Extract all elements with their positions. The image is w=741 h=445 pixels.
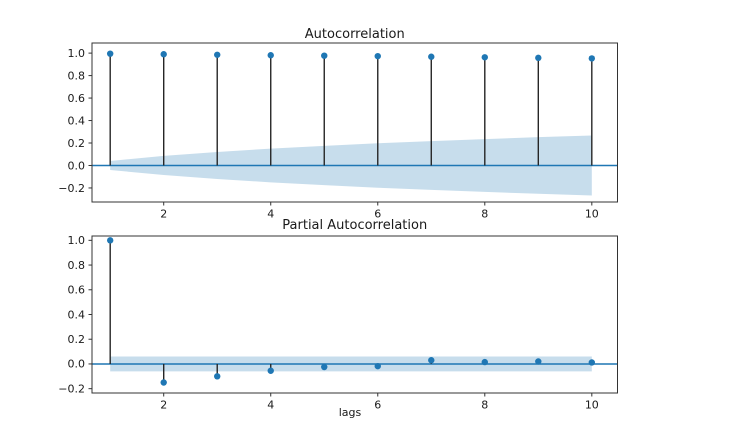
y-tick-label: 0.4 <box>68 308 86 321</box>
marker-dot <box>214 51 221 58</box>
axes-spines <box>91 42 618 203</box>
y-tick-label: 0.6 <box>68 92 86 105</box>
x-axis-label: lags <box>338 406 362 419</box>
x-tick-label: 10 <box>585 208 599 221</box>
marker-dot <box>160 51 167 58</box>
marker-dot <box>160 379 167 386</box>
marker-dot <box>374 362 381 370</box>
y-tick-label: 1.0 <box>68 234 86 247</box>
marker-dot <box>481 54 488 61</box>
marker-dot <box>588 55 596 62</box>
marker-dot <box>535 54 542 62</box>
marker-dot <box>374 52 381 60</box>
x-tick-label: 4 <box>267 208 274 221</box>
marker-dot <box>588 359 596 366</box>
marker-dot <box>321 363 328 371</box>
marker-dot <box>481 358 488 366</box>
y-tick-label: 0.0 <box>68 159 86 172</box>
marker-dot <box>321 52 328 59</box>
marker-dot <box>106 50 114 57</box>
x-tick-label: 6 <box>374 399 381 412</box>
marker-dot <box>106 237 114 244</box>
y-tick-label: −0.2 <box>58 182 85 195</box>
y-tick-label: 0.2 <box>68 333 86 346</box>
x-tick-label: 4 <box>267 399 274 412</box>
y-tick-label: 0.6 <box>68 284 86 297</box>
marker-dot <box>535 358 542 365</box>
marker-dot <box>267 367 274 374</box>
y-tick-label: 1.0 <box>68 47 86 60</box>
marker-dot <box>428 53 435 60</box>
y-tick-label: 0.8 <box>68 69 86 82</box>
y-tick-label: 0.8 <box>68 259 86 272</box>
marker-dot <box>267 52 274 59</box>
marker-dot <box>428 357 435 364</box>
x-tick-label: 10 <box>585 399 599 412</box>
x-tick-label: 2 <box>160 399 167 412</box>
x-tick-label: 6 <box>374 208 381 221</box>
y-tick-label: −0.2 <box>58 382 85 395</box>
y-tick-label: 0.4 <box>68 114 86 127</box>
y-tick-label: 0.0 <box>68 358 86 371</box>
y-tick-label: 0.2 <box>68 137 86 150</box>
x-tick-label: 8 <box>481 399 488 412</box>
x-tick-label: 8 <box>481 208 488 221</box>
acf-plot-title: Autocorrelation <box>304 27 405 42</box>
pacf-plot-title: Partial Autocorrelation <box>282 218 428 233</box>
marker-dot <box>214 373 221 380</box>
x-tick-label: 2 <box>160 208 167 221</box>
